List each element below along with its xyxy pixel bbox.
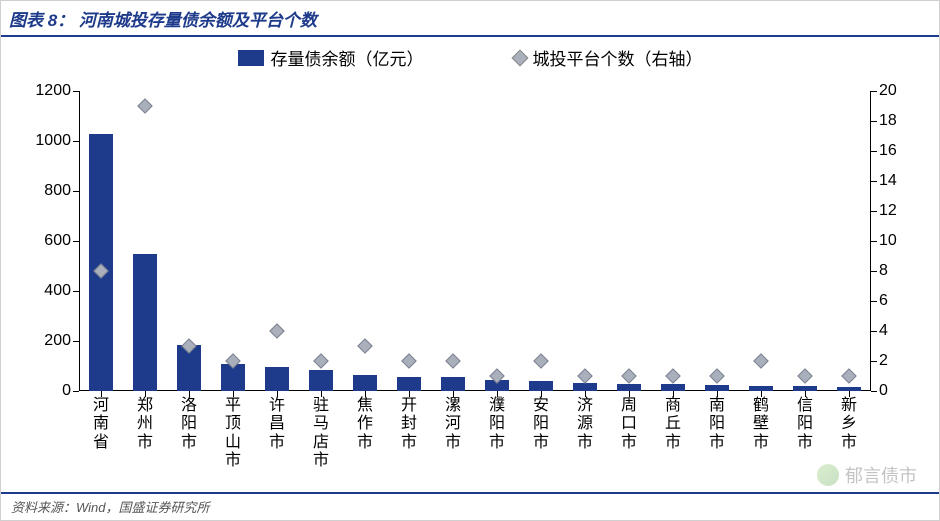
x-category-label: 驻马店市	[311, 397, 331, 471]
x-category-label: 南阳市	[707, 397, 727, 452]
diamond-marker	[533, 353, 549, 369]
legend-item-bar: 存量债余额（亿元）	[238, 45, 424, 70]
bar	[353, 375, 377, 391]
y-right-tick-mark	[871, 91, 877, 92]
y-left-tick-label: 200	[44, 332, 71, 350]
y-right-tick-mark	[871, 121, 877, 122]
watermark-text: 郁言债市	[845, 462, 917, 488]
y-right-tick-label: 14	[879, 172, 897, 190]
y-left-tick-mark	[73, 391, 79, 392]
y-right-tick-mark	[871, 271, 877, 272]
plot-area: 02004006008001000120002468101214161820	[79, 91, 871, 391]
bar	[529, 381, 553, 391]
y-right-tick-mark	[871, 181, 877, 182]
diamond-marker	[269, 323, 285, 339]
bar	[573, 383, 597, 391]
y-left-tick-mark	[73, 191, 79, 192]
diamond-marker	[577, 368, 593, 384]
x-category-label: 鹤壁市	[751, 397, 771, 452]
y-left-tick-label: 1000	[35, 132, 71, 150]
diamond-marker	[753, 353, 769, 369]
diamond-marker	[797, 368, 813, 384]
legend-scatter-label: 城投平台个数（右轴）	[533, 45, 703, 70]
legend: 存量债余额（亿元） 城投平台个数（右轴）	[1, 45, 939, 70]
source-text: 资料来源：Wind，国盛证券研究所	[11, 500, 210, 515]
y-right-tick-label: 10	[879, 232, 897, 250]
y-right-tick-mark	[871, 241, 877, 242]
bar	[265, 367, 289, 391]
bar	[133, 254, 157, 392]
diamond-marker	[357, 338, 373, 354]
y-left-tick-mark	[73, 141, 79, 142]
x-category-label: 周口市	[619, 397, 639, 452]
x-category-label: 安阳市	[531, 397, 551, 452]
x-category-label: 焦作市	[355, 397, 375, 452]
x-category-label: 平顶山市	[223, 397, 243, 471]
y-right-tick-mark	[871, 331, 877, 332]
x-axis-labels: 河南省 郑州市 洛阳市 平顶山市 许昌市 驻马店市 焦作市 开封市 漯河市 濮阳市 安阳市 济源市 周口…	[79, 395, 871, 485]
bar	[441, 377, 465, 391]
y-right-tick-mark	[871, 211, 877, 212]
y-right-tick-label: 12	[879, 202, 897, 220]
y-right-tick-label: 4	[879, 322, 888, 340]
y-left-tick-label: 0	[62, 382, 71, 400]
y-left-tick-mark	[73, 341, 79, 342]
bar	[309, 370, 333, 391]
x-category-label: 许昌市	[267, 397, 287, 452]
bar-swatch-icon	[238, 50, 264, 66]
x-category-label: 济源市	[575, 397, 595, 452]
diamond-marker	[709, 368, 725, 384]
diamond-marker	[137, 98, 153, 114]
diamond-marker	[665, 368, 681, 384]
y-left-tick-mark	[73, 291, 79, 292]
bar	[661, 384, 685, 391]
axis-left	[79, 91, 80, 391]
y-right-tick-label: 8	[879, 262, 888, 280]
y-right-tick-label: 2	[879, 352, 888, 370]
y-right-tick-label: 16	[879, 142, 897, 160]
x-category-label: 濮阳市	[487, 397, 507, 452]
x-category-label: 信阳市	[795, 397, 815, 452]
watermark-logo-icon	[817, 464, 839, 486]
y-right-tick-label: 6	[879, 292, 888, 310]
figure-title: 图表 8： 河南城投存量债余额及平台个数	[9, 6, 317, 31]
bar	[397, 377, 421, 391]
y-right-tick-label: 18	[879, 112, 897, 130]
y-left-tick-label: 400	[44, 282, 71, 300]
chart-area: 02004006008001000120002468101214161820	[79, 91, 871, 391]
y-left-tick-label: 800	[44, 182, 71, 200]
y-right-tick-label: 20	[879, 82, 897, 100]
y-left-tick-label: 1200	[35, 82, 71, 100]
diamond-marker	[313, 353, 329, 369]
diamond-marker	[401, 353, 417, 369]
x-category-label: 洛阳市	[179, 397, 199, 452]
bar	[617, 384, 641, 392]
y-left-tick-label: 600	[44, 232, 71, 250]
figure-container: 图表 8： 河南城投存量债余额及平台个数 存量债余额（亿元） 城投平台个数（右轴…	[0, 0, 940, 521]
y-right-tick-mark	[871, 391, 877, 392]
x-category-label: 新乡市	[839, 397, 859, 452]
legend-bar-label: 存量债余额（亿元）	[271, 45, 424, 70]
title-bar: 图表 8： 河南城投存量债余额及平台个数	[1, 1, 939, 37]
y-right-tick-mark	[871, 301, 877, 302]
diamond-marker	[841, 368, 857, 384]
y-right-tick-mark	[871, 361, 877, 362]
diamond-marker	[445, 353, 461, 369]
y-left-tick-mark	[73, 91, 79, 92]
footer: 资料来源：Wind，国盛证券研究所	[1, 492, 939, 520]
x-category-label: 商丘市	[663, 397, 683, 452]
diamond-swatch-icon	[511, 49, 528, 66]
x-category-label: 开封市	[399, 397, 419, 452]
x-category-label: 漯河市	[443, 397, 463, 452]
x-category-label: 河南省	[91, 397, 111, 452]
legend-item-scatter: 城投平台个数（右轴）	[514, 45, 703, 70]
x-category-label: 郑州市	[135, 397, 155, 452]
watermark: 郁言债市	[817, 462, 917, 488]
y-right-tick-label: 0	[879, 382, 888, 400]
diamond-marker	[621, 368, 637, 384]
y-left-tick-mark	[73, 241, 79, 242]
y-right-tick-mark	[871, 151, 877, 152]
